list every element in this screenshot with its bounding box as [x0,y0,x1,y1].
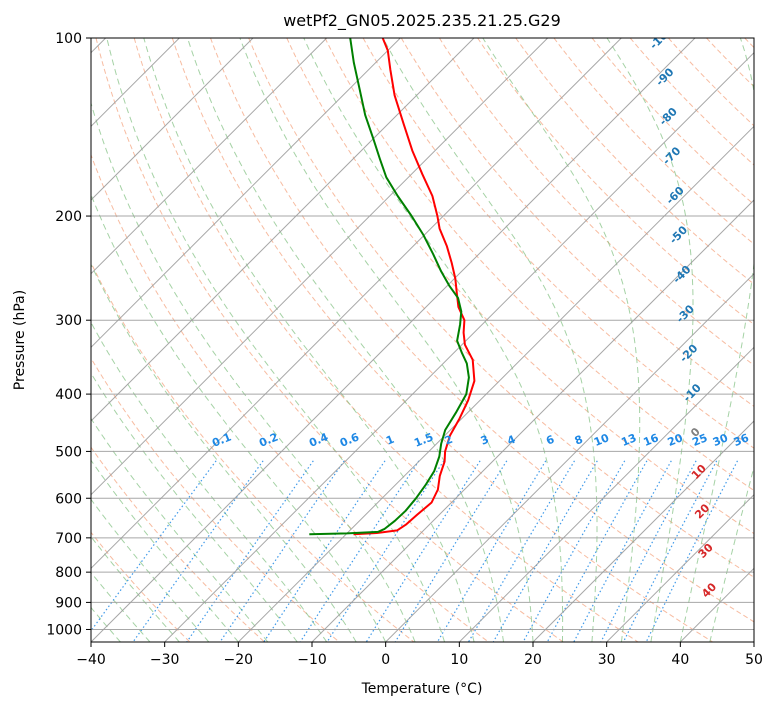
moist-adiabat-line [91,263,357,642]
mixing-ratio-line [492,460,598,642]
moist-adiabat-line [239,38,534,642]
x-tick-label: −40 [76,652,106,668]
mixing-ratio-line [263,460,386,642]
moist-adiabat-line [91,193,387,642]
mixing-ratio-line [132,460,264,642]
moist-adiabat-line [91,459,239,642]
dry-adiabat-line [95,38,564,642]
mixing-ratio-line [219,460,345,642]
isotherm-line [532,420,754,642]
dry-adiabat-line [438,38,754,366]
y-tick-label: 800 [55,565,82,581]
mixing-ratio-label: 10 [592,431,611,449]
mixing-ratio-line [467,460,576,642]
mixing-ratio-label: 1 [384,433,396,448]
dry-adiabat-line [210,38,754,623]
x-tick-label: −30 [150,652,180,668]
moist-adiabat-line [382,38,598,642]
dry-adiabat-line [324,38,754,492]
isotherm-line [606,493,754,642]
isotherm-line [237,125,754,642]
isotherm-line [164,51,754,642]
x-tick-label: −20 [224,652,254,668]
isotherm-line [91,38,549,496]
dry-adiabat-line [91,261,415,642]
isotherm-line [458,346,754,642]
isotherm-line [385,272,754,642]
x-tick-label: −10 [297,652,327,668]
y-tick-label: 400 [55,387,82,403]
moist-adiabat-line [679,38,754,642]
isotherm-line [91,38,254,201]
dry-adiabat-line [553,38,754,245]
mixing-ratio-line [326,460,445,642]
x-tick-label: 10 [450,652,468,668]
y-tick-label: 200 [55,209,82,225]
x-tick-label: 30 [598,652,616,668]
mixing-ratio-label: 30 [711,431,730,449]
x-tick-label: 20 [524,652,542,668]
mixing-ratio-label: 36 [732,431,751,449]
mixing-ratio-label: 3 [479,433,491,448]
dry-adiabat-line [248,38,754,578]
mixing-ratio-label: 20 [666,431,685,449]
isotherm-line [91,38,696,642]
plot-frame [90,37,755,643]
x-axis-label: Temperature (°C) [361,681,483,697]
dry-adiabat-line [91,446,265,642]
y-axis-label: Pressure (hPa) [12,290,28,390]
moist-adiabat-line [91,535,180,642]
moist-adiabat-line [106,38,446,642]
mixing-ratio-line [645,460,739,642]
mixing-ratio-label: 2 [443,433,455,448]
isotherm-line [91,38,401,349]
moist-adiabat-line [91,321,328,642]
mixing-ratio-label: 8 [573,433,585,448]
series-dewpoint-line [309,38,470,536]
moist-adiabat-line [91,417,269,642]
moist-adiabat-line [91,498,210,642]
dry-adiabat-line [171,38,713,642]
moist-adiabat-line [606,38,694,642]
y-tick-label: 700 [55,531,82,547]
x-tick-label: 40 [671,652,689,668]
moist-adiabat-line [482,38,641,642]
mixing-ratio-line [522,460,626,642]
dry-adiabat-line [133,38,639,642]
y-tick-label: 100 [55,31,82,47]
dry-adiabat-line [515,38,754,285]
moist-adiabat-line [187,38,504,642]
y-tick-label: 1000 [46,622,82,638]
dry-adiabat-line [91,357,340,642]
isotherm-line [91,38,622,570]
moist-adiabat-line [709,465,754,642]
mixing-ratio-line [186,460,314,642]
mixing-ratio-label: 25 [690,431,709,449]
series-temperature-line [353,38,476,536]
y-tick-label: 600 [55,491,82,507]
mixing-ratio-line [91,460,217,632]
moist-adiabat-line [91,372,298,642]
dry-adiabat-line [286,38,754,535]
mixing-ratio-label: 16 [641,431,660,449]
isotherm-line [91,38,328,275]
dry-adiabat-line [629,38,754,166]
x-tick-label: 50 [745,652,763,668]
y-tick-label: 500 [55,444,82,460]
isotherm-line [311,199,754,642]
chart-title: wetPf2_GN05.2025.235.21.25.G29 [283,11,561,31]
mixing-ratio-label: 13 [619,431,638,449]
y-tick-label: 900 [55,595,82,611]
mixing-ratio-line [436,460,547,642]
moist-adiabat-line [143,38,475,642]
mixing-ratio-line [299,460,420,642]
dry-adiabat-line [400,38,754,408]
moist-adiabat-line [303,38,564,642]
dry-adiabat-line [91,531,191,642]
y-tick-label: 300 [55,313,82,329]
x-tick-label: 0 [381,652,390,668]
